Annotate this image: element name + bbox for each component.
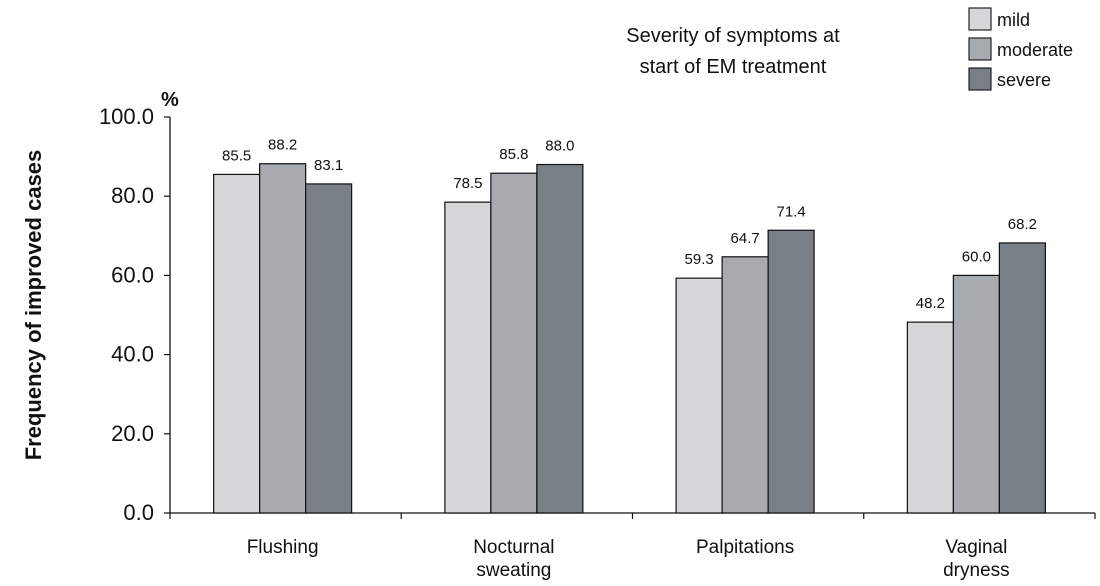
bar-severe [767,229,815,514]
y-tick-label: 100.0 [99,104,154,129]
labels: Frequency of improved cases% 85.5 88.2 83.1… [21,89,1037,581]
y-tick-label: 40.0 [111,342,154,367]
bar-severe [536,163,584,514]
x-category-label: Nocturnal [473,537,554,558]
y-tick-label: 80.0 [111,183,154,208]
data-label: 71.4 [777,203,806,220]
data-label: 60.0 [962,248,991,265]
bar-mild [906,321,954,514]
bar-mild [444,201,492,514]
data-label: 64.7 [731,230,760,247]
legend-note: start of EM treatment [640,56,827,78]
x-category-label: Flushing [247,537,319,558]
x-category-label: dryness [943,560,1010,581]
x-category-label: Vaginal [945,537,1007,558]
data-label: 78.5 [453,175,482,192]
data-label: 59.3 [685,251,714,268]
legend-label: severe [997,70,1051,90]
legend: Severity of symptoms at start of EM treat… [626,7,1073,91]
y-axis-label: Frequency of improved cases [21,150,46,461]
legend-label: moderate [997,40,1073,60]
data-label: 88.0 [545,138,574,155]
bar-severe [305,183,353,514]
bar-moderate [259,163,307,514]
y-tick-label: 0.0 [123,500,154,525]
x-category-label: Palpitations [696,537,794,558]
data-label: 85.8 [499,146,528,163]
data-label: 83.1 [314,157,343,174]
legend-note: Severity of symptoms at [626,25,840,47]
legend-label: mild [997,10,1030,30]
bar-moderate [952,274,1000,514]
legend-swatch-severe [968,67,992,91]
bar-moderate [490,172,538,514]
data-label: 88.2 [268,137,297,154]
bar-moderate [721,256,769,514]
bar-mild [675,277,723,514]
data-label: 85.5 [222,147,251,164]
data-label: 48.2 [916,295,945,312]
data-label: 68.2 [1008,216,1037,233]
axes: 0.0 20.0 40.0 60.0 80.0 100.0 [99,104,1096,525]
bar-severe [998,242,1046,514]
bar-mild [213,173,261,514]
x-category-label: sweating [476,560,551,581]
bars [213,163,1046,514]
y-unit-label: % [161,89,179,111]
legend-swatch-moderate [968,37,992,61]
y-tick-label: 60.0 [111,262,154,287]
legend-swatch-mild [968,7,992,31]
y-tick-label: 20.0 [111,421,154,446]
